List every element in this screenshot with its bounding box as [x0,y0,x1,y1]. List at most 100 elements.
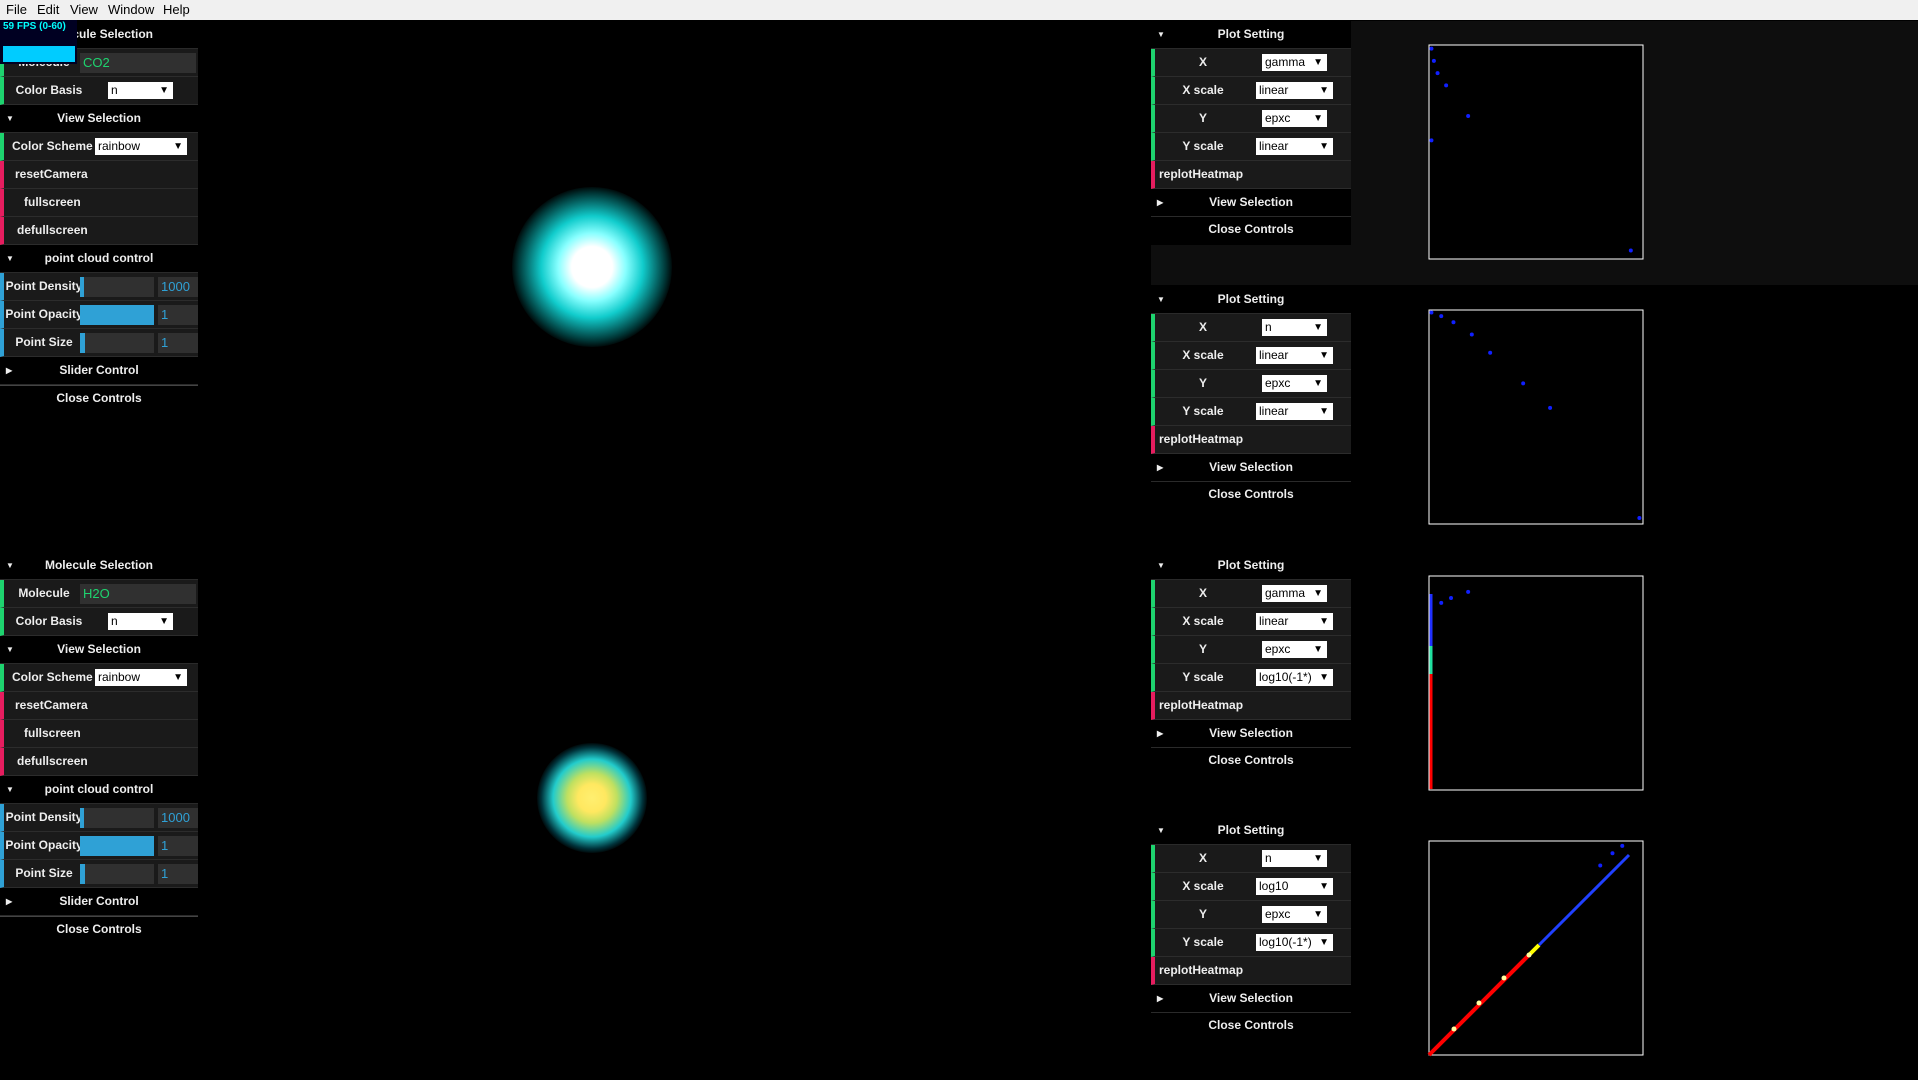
dropdown[interactable]: epxc ▼ [1262,906,1327,923]
dropdown[interactable]: n ▼ [1262,319,1327,336]
control-label: defullscreen [17,223,88,237]
button-row[interactable]: defullscreen [0,748,198,776]
plot-point [1469,332,1474,337]
close-button[interactable]: Close Controls [1151,217,1351,245]
dropdown[interactable]: linear ▼ [1256,347,1333,364]
dropdown[interactable]: log10(-1*) ▼ [1256,934,1333,951]
close-button[interactable]: Close Controls [1151,1013,1351,1041]
folder-title: Plot Setting [1217,292,1285,306]
dropdown[interactable]: gamma ▼ [1262,54,1327,71]
dropdown-arrow: ▼ [159,616,169,627]
plot-frame [1428,309,1644,525]
close-button[interactable]: Close Controls [0,385,198,413]
dropdown[interactable]: rainbow ▼ [95,669,187,686]
number-input[interactable]: 1 [158,305,198,325]
select-row: Y scale log10(-1*) ▼ [1151,664,1351,692]
plot-trace [1537,853,1631,947]
plot-point [1429,310,1434,315]
text-input[interactable]: H2O [80,584,196,604]
number-input[interactable]: 1 [158,836,198,856]
folder-header[interactable]: ▼ point cloud control [0,776,198,804]
dropdown[interactable]: n ▼ [108,82,173,99]
button-row[interactable]: fullscreen [0,189,198,217]
slider[interactable] [80,305,154,325]
select-row: Color Basis n ▼ [0,608,198,636]
button-row[interactable]: replotHeatmap [1151,957,1351,985]
folder-header[interactable]: ▼ Plot Setting [1151,286,1351,314]
control-label: X [1198,55,1207,69]
slider[interactable] [80,333,154,353]
dropdown[interactable]: epxc ▼ [1262,641,1327,658]
folder-header[interactable]: ▼ View Selection [0,636,198,664]
folder-header[interactable]: ▼ View Selection [0,105,198,133]
folder-header[interactable]: ▶ View Selection [1151,189,1351,217]
folder-header[interactable]: ▼ Plot Setting [1151,552,1351,580]
number-input[interactable]: 1000 [158,277,198,297]
close-button[interactable]: Close Controls [1151,482,1351,510]
folder-header[interactable]: ▶ Slider Control [0,888,198,916]
slider[interactable] [80,277,154,297]
close-button[interactable]: Close Controls [1151,748,1351,776]
folder-header[interactable]: ▶ View Selection [1151,454,1351,482]
close-button[interactable]: Close Controls [0,916,198,944]
folder-header[interactable]: ▶ View Selection [1151,720,1351,748]
number-input[interactable]: 1 [158,333,198,353]
plot-point [1637,515,1642,520]
folder-header[interactable]: ▶ View Selection [1151,985,1351,1013]
dropdown-arrow: ▼ [1313,588,1323,599]
slider-row: Point Density 1000 [0,273,198,301]
dropdown[interactable]: n ▼ [1262,850,1327,867]
text-input[interactable]: CO2 [80,53,196,73]
point-cloud [512,187,672,347]
folder-header[interactable]: ▼ Molecule Selection [0,552,198,580]
plot-point [1548,405,1553,410]
close-text: Close Controls [1208,487,1294,501]
folder-header[interactable]: ▼ Plot Setting [1151,817,1351,845]
button-row[interactable]: replotHeatmap [1151,161,1351,189]
dropdown[interactable]: n ▼ [108,613,173,630]
slider[interactable] [80,864,154,884]
number-input[interactable]: 1000 [158,808,198,828]
dropdown-value: epxc [1265,642,1291,656]
dropdown[interactable]: linear ▼ [1256,403,1333,420]
dropdown-arrow: ▼ [1319,881,1329,892]
button-row[interactable]: defullscreen [0,217,198,245]
dropdown[interactable]: linear ▼ [1256,138,1333,155]
dropdown[interactable]: epxc ▼ [1262,110,1327,127]
button-row[interactable]: replotHeatmap [1151,426,1351,454]
menu-item[interactable]: View [70,2,98,17]
dropdown[interactable]: rainbow ▼ [95,138,187,155]
dropdown-arrow: ▼ [1313,113,1323,124]
dropdown[interactable]: gamma ▼ [1262,585,1327,602]
folder-title: Plot Setting [1217,27,1285,41]
menu-item[interactable]: Help [163,2,190,17]
button-row[interactable]: replotHeatmap [1151,692,1351,720]
number-input[interactable]: 1 [158,864,198,884]
button-row[interactable]: resetCamera [0,692,198,720]
slider-row: Point Opacity 1 [0,832,198,860]
slider[interactable] [80,808,154,828]
menu-item[interactable]: Window [108,2,155,17]
slider[interactable] [80,836,154,856]
dropdown[interactable]: log10 ▼ [1256,878,1333,895]
folder-header[interactable]: ▼ point cloud control [0,245,198,273]
button-row[interactable]: resetCamera [0,161,198,189]
dropdown[interactable]: linear ▼ [1256,82,1333,99]
folder-header[interactable]: ▼ Plot Setting [1151,21,1351,49]
control-label: Color Basis [15,83,83,97]
menu-item[interactable]: File [6,2,27,17]
dropdown-arrow: ▼ [1313,909,1323,920]
button-row[interactable]: fullscreen [0,720,198,748]
dropdown[interactable]: log10(-1*) ▼ [1256,669,1333,686]
dropdown[interactable]: linear ▼ [1256,613,1333,630]
folder-arrow: ▶ [6,366,13,375]
dropdown[interactable]: epxc ▼ [1262,375,1327,392]
menu-item[interactable]: Edit [37,2,60,17]
dropdown-value: linear [1259,614,1289,628]
folder-header[interactable]: ▶ Slider Control [0,357,198,385]
